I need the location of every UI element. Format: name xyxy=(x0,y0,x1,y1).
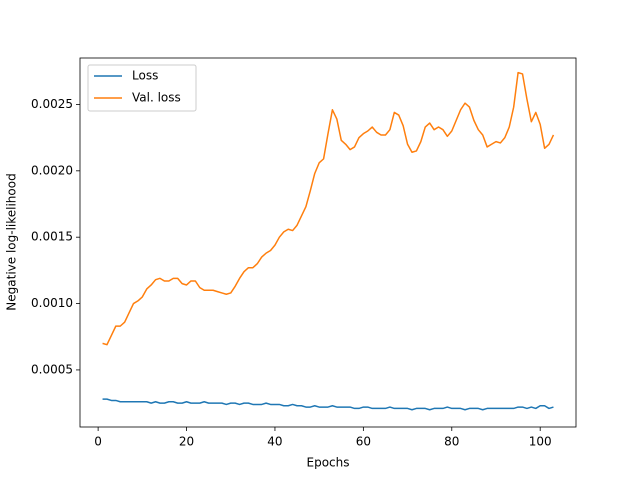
x-tick-label: 60 xyxy=(356,435,371,449)
x-tick-label: 0 xyxy=(94,435,102,449)
x-tick-label: 20 xyxy=(179,435,194,449)
y-axis-label: Negative log-likelihood xyxy=(5,173,19,310)
y-tick-label: 0.0020 xyxy=(31,163,73,177)
x-axis-label: Epochs xyxy=(307,456,350,470)
y-tick-label: 0.0005 xyxy=(31,362,73,376)
x-tick-label: 100 xyxy=(529,435,552,449)
legend-label: Val. loss xyxy=(132,91,181,105)
y-tick-label: 0.0025 xyxy=(31,97,73,111)
legend-label: Loss xyxy=(132,69,158,83)
series-line xyxy=(102,71,555,346)
series-line xyxy=(102,398,554,411)
plot-frame xyxy=(79,57,577,428)
x-tick-label: 40 xyxy=(267,435,282,449)
y-tick-label: 0.0015 xyxy=(31,230,73,244)
x-tick-label: 80 xyxy=(444,435,459,449)
y-tick-label: 0.0010 xyxy=(31,296,73,310)
